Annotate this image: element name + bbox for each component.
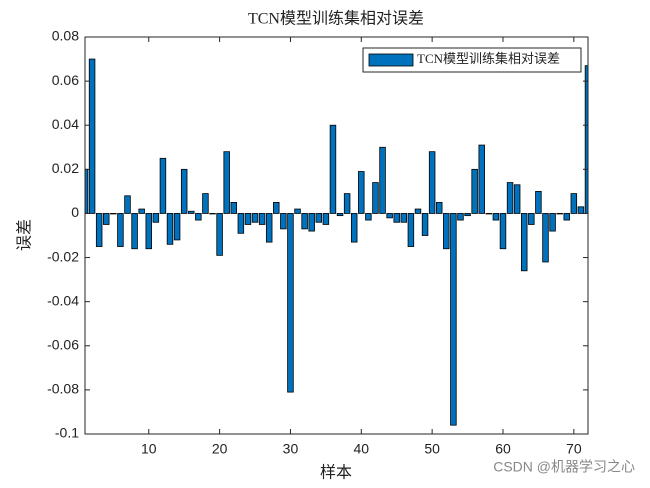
bar	[499, 213, 507, 250]
bar	[464, 213, 471, 217]
bar	[577, 206, 585, 214]
axes-box	[84, 36, 589, 435]
bar	[95, 213, 103, 247]
y-tick-label: -0.02	[47, 248, 79, 264]
bar	[435, 202, 443, 214]
bar	[421, 213, 429, 236]
bar	[124, 195, 131, 214]
x-tick-label: 70	[566, 441, 582, 457]
bar	[244, 213, 252, 225]
y-axis-label: 误差	[16, 219, 34, 251]
bar	[230, 202, 238, 214]
bar	[471, 168, 478, 214]
bar	[322, 213, 330, 225]
chart-title: TCN模型训练集相对误差	[248, 10, 424, 28]
bar	[173, 213, 181, 241]
bar	[202, 193, 209, 214]
y-tick-label: 0.02	[52, 160, 79, 176]
bar	[209, 213, 216, 215]
legend-label: TCN模型训练集相对误差	[417, 51, 560, 66]
bar	[251, 213, 259, 223]
bar	[180, 168, 188, 214]
y-tick-label: 0	[71, 204, 79, 220]
bar	[506, 182, 514, 214]
bar	[166, 213, 174, 245]
bar	[223, 151, 230, 214]
y-tick-label: 0.06	[52, 72, 79, 88]
bar	[542, 213, 549, 263]
bar	[103, 213, 110, 225]
bar	[556, 213, 563, 215]
bar	[110, 213, 117, 215]
bar	[117, 213, 124, 247]
x-tick-label: 30	[283, 441, 299, 457]
bar	[159, 157, 167, 214]
bar	[294, 208, 301, 214]
bar	[584, 65, 588, 214]
bar	[570, 193, 578, 214]
bar	[407, 213, 415, 247]
bar	[287, 213, 294, 393]
bar	[400, 213, 408, 223]
bar	[216, 213, 223, 256]
bar	[301, 213, 308, 230]
bar	[237, 213, 245, 234]
y-tick-label: -0.04	[47, 292, 79, 308]
bar	[513, 184, 521, 214]
bar	[365, 213, 372, 221]
y-tick-label: -0.08	[47, 381, 79, 397]
bar	[372, 182, 379, 214]
bar	[563, 213, 570, 221]
bar	[457, 213, 464, 221]
bar	[188, 210, 195, 214]
bar	[428, 151, 436, 214]
watermark: CSDN @机器学习之心	[493, 459, 635, 475]
x-tick-label: 10	[141, 441, 157, 457]
x-tick-label: 20	[212, 441, 228, 457]
bar	[329, 124, 337, 214]
bar	[386, 213, 393, 219]
bar	[152, 213, 160, 223]
plot-area	[85, 58, 588, 426]
bar	[478, 144, 485, 214]
x-axis-label: 样本	[320, 464, 352, 482]
bar	[350, 213, 358, 243]
bar	[414, 208, 422, 214]
y-tick-label: 0.08	[52, 28, 79, 44]
y-tick-label: 0.04	[52, 116, 79, 132]
y-tick-label: -0.1	[55, 425, 79, 441]
bar	[549, 213, 556, 232]
bar	[88, 58, 96, 214]
bar	[492, 213, 500, 221]
bar	[393, 213, 400, 223]
bar	[485, 213, 493, 215]
bar	[528, 213, 535, 225]
bar	[258, 213, 266, 225]
x-tick-label: 50	[424, 441, 440, 457]
bar	[358, 171, 365, 214]
bar	[450, 213, 457, 426]
bar	[195, 213, 202, 221]
bar	[273, 202, 280, 214]
x-tick-label: 60	[495, 441, 511, 457]
bar	[131, 213, 138, 250]
bar	[145, 213, 152, 250]
bar	[280, 213, 287, 230]
y-tick-label: -0.06	[47, 336, 79, 352]
bar	[343, 193, 351, 214]
bar	[308, 213, 315, 232]
bar	[521, 213, 528, 272]
x-tick-label: 40	[354, 441, 370, 457]
bar	[535, 190, 542, 214]
bar	[315, 213, 323, 223]
legend-swatch	[368, 53, 414, 67]
bar	[138, 208, 145, 214]
bar	[336, 213, 344, 217]
bar	[443, 213, 450, 250]
bar	[379, 146, 386, 214]
bar	[265, 213, 273, 243]
